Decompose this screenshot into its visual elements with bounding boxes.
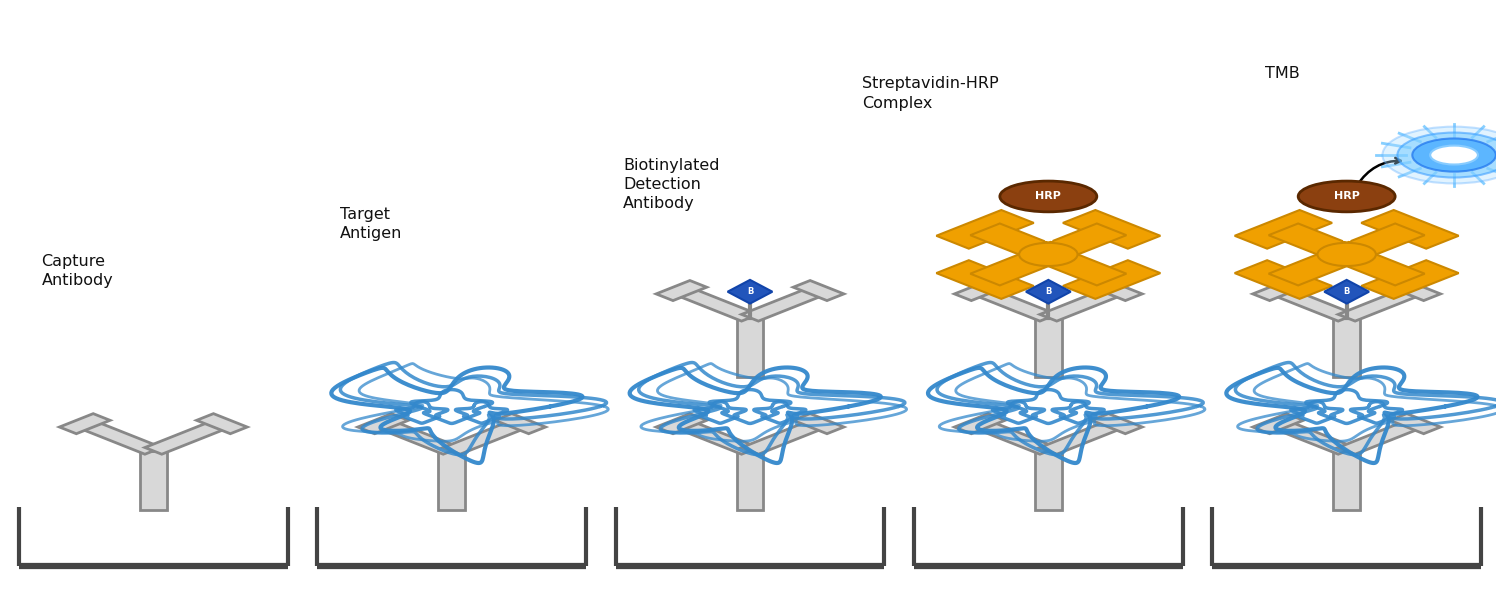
Polygon shape [1332, 223, 1425, 260]
Circle shape [1019, 243, 1077, 266]
Polygon shape [936, 260, 1034, 299]
Polygon shape [438, 451, 465, 510]
Polygon shape [1040, 287, 1125, 321]
Polygon shape [1026, 280, 1071, 304]
Polygon shape [1035, 318, 1062, 377]
Polygon shape [794, 281, 844, 301]
Polygon shape [741, 287, 827, 321]
Polygon shape [736, 318, 764, 377]
Text: A: A [1342, 233, 1350, 244]
Text: HRP: HRP [1035, 191, 1062, 202]
Text: B: B [1344, 287, 1350, 296]
Text: B: B [1342, 269, 1350, 279]
Polygon shape [1338, 287, 1424, 321]
Circle shape [1317, 243, 1376, 266]
Text: B: B [1046, 287, 1052, 296]
Polygon shape [1390, 281, 1440, 301]
Polygon shape [954, 281, 1005, 301]
Polygon shape [656, 281, 706, 301]
Polygon shape [1064, 210, 1161, 248]
Polygon shape [741, 421, 827, 454]
Polygon shape [1360, 260, 1458, 299]
Text: Biotinylated
Detection
Antibody: Biotinylated Detection Antibody [622, 158, 720, 211]
Polygon shape [736, 451, 764, 510]
Polygon shape [442, 421, 528, 454]
Polygon shape [196, 413, 248, 434]
Text: Capture
Antibody: Capture Antibody [42, 254, 112, 288]
Text: Target
Antigen: Target Antigen [340, 206, 402, 241]
Polygon shape [674, 421, 759, 454]
Polygon shape [1034, 248, 1126, 286]
Polygon shape [375, 421, 460, 454]
Polygon shape [1064, 260, 1161, 299]
Polygon shape [954, 413, 1005, 434]
Polygon shape [970, 248, 1064, 286]
Polygon shape [495, 413, 546, 434]
Polygon shape [1092, 281, 1142, 301]
Polygon shape [794, 413, 844, 434]
Polygon shape [1390, 413, 1440, 434]
Ellipse shape [1298, 181, 1395, 212]
Polygon shape [972, 287, 1058, 321]
Polygon shape [1034, 223, 1126, 260]
Text: Streptavidin-HRP
Complex: Streptavidin-HRP Complex [862, 76, 999, 110]
Polygon shape [1252, 413, 1304, 434]
Polygon shape [1334, 318, 1360, 377]
Polygon shape [1040, 421, 1125, 454]
Text: B: B [747, 287, 753, 296]
Polygon shape [1234, 210, 1332, 248]
Polygon shape [1234, 260, 1332, 299]
Circle shape [1430, 146, 1478, 164]
Text: B: B [1044, 269, 1052, 279]
Polygon shape [60, 413, 110, 434]
Polygon shape [674, 287, 759, 321]
Polygon shape [656, 413, 706, 434]
Circle shape [1383, 127, 1500, 184]
Polygon shape [1360, 210, 1458, 248]
Polygon shape [1338, 421, 1424, 454]
Polygon shape [1269, 223, 1362, 260]
Polygon shape [1334, 451, 1360, 510]
Text: HRP: HRP [1334, 191, 1359, 202]
Polygon shape [972, 421, 1058, 454]
Polygon shape [728, 280, 772, 304]
Polygon shape [1324, 280, 1370, 304]
Ellipse shape [1000, 181, 1096, 212]
Polygon shape [146, 421, 231, 454]
Circle shape [1398, 133, 1500, 178]
Polygon shape [76, 421, 162, 454]
Polygon shape [140, 451, 166, 510]
Polygon shape [1332, 248, 1425, 286]
Text: A: A [1044, 233, 1052, 244]
Polygon shape [936, 210, 1034, 248]
Polygon shape [1269, 248, 1362, 286]
Text: TMB: TMB [1264, 66, 1299, 81]
Polygon shape [1252, 281, 1304, 301]
Polygon shape [1269, 287, 1354, 321]
Polygon shape [970, 223, 1064, 260]
Polygon shape [1035, 451, 1062, 510]
Circle shape [1413, 139, 1496, 172]
Polygon shape [1092, 413, 1142, 434]
Polygon shape [1269, 421, 1354, 454]
Polygon shape [358, 413, 408, 434]
